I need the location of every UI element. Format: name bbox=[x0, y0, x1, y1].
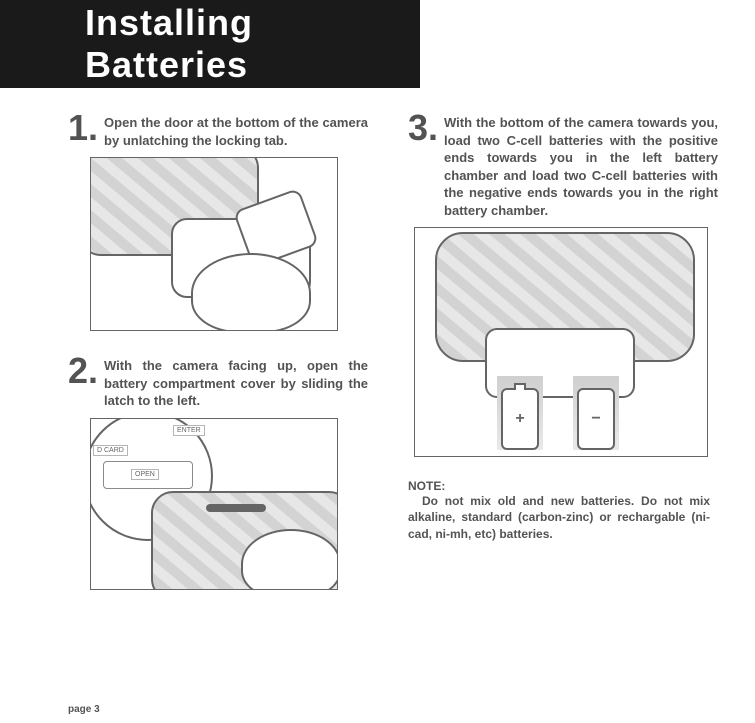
page-number: page 3 bbox=[68, 704, 100, 715]
left-column: 1. Open the door at the bottom of the ca… bbox=[68, 110, 368, 612]
right-column: 3. With the bottom of the camera towards… bbox=[408, 110, 718, 612]
step-1-text: Open the door at the bottom of the camer… bbox=[104, 110, 368, 149]
title-bar: Installing Batteries bbox=[0, 0, 420, 88]
note-block: NOTE: Do not mix old and new batteries. … bbox=[408, 479, 710, 542]
step-2: 2. With the camera facing up, open the b… bbox=[68, 353, 368, 410]
battery-plus-icon: + bbox=[503, 410, 537, 428]
illustration-2: ENTER D CARD OPEN bbox=[90, 418, 338, 590]
step-3: 3. With the bottom of the camera towards… bbox=[408, 110, 718, 219]
note-label: NOTE: bbox=[408, 479, 710, 493]
label-card: D CARD bbox=[93, 445, 128, 456]
step-3-number: 3. bbox=[408, 110, 438, 146]
note-body: Do not mix old and new batteries. Do not… bbox=[408, 493, 710, 542]
illustration-3: + − bbox=[414, 227, 708, 457]
illustration-1 bbox=[90, 157, 338, 331]
label-enter: ENTER bbox=[173, 425, 205, 436]
content: 1. Open the door at the bottom of the ca… bbox=[68, 110, 755, 695]
step-1-number: 1. bbox=[68, 110, 98, 146]
step-2-text: With the camera facing up, open the batt… bbox=[104, 353, 368, 410]
step-1: 1. Open the door at the bottom of the ca… bbox=[68, 110, 368, 149]
page-title: Installing Batteries bbox=[85, 2, 420, 86]
step-3-text: With the bottom of the camera towards yo… bbox=[444, 110, 718, 219]
battery-minus-icon: − bbox=[579, 410, 613, 428]
step-2-number: 2. bbox=[68, 353, 98, 389]
